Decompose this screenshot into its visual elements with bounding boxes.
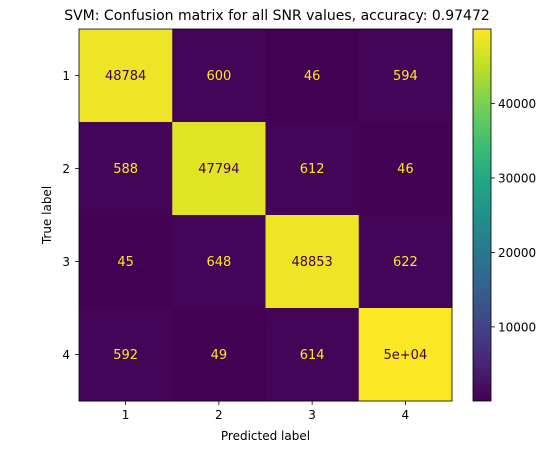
colorbar-tick-label: 20000 bbox=[498, 246, 536, 260]
cell-value-label: 5e+04 bbox=[384, 348, 428, 363]
heatmap-cell-labels: 48784 600 46 594 588 47794 612 46 45 648 48853 622 5… bbox=[105, 69, 427, 363]
cell-value-label: 49 bbox=[211, 348, 228, 363]
y-tick-label: 3 bbox=[62, 255, 70, 269]
heatmap-cell bbox=[358, 29, 453, 123]
x-tick-label: 4 bbox=[402, 408, 410, 422]
heatmap-cell bbox=[358, 122, 453, 216]
heatmap-cell bbox=[265, 29, 360, 123]
cell-value-label: 592 bbox=[113, 348, 138, 363]
x-axis-label: Predicted label bbox=[221, 429, 310, 443]
x-tick-label: 3 bbox=[308, 408, 316, 422]
y-tick-label: 1 bbox=[62, 69, 70, 83]
heatmap-cell bbox=[358, 308, 453, 402]
y-tick-label: 2 bbox=[62, 162, 70, 176]
y-axis-label: True label bbox=[40, 186, 54, 245]
cell-value-label: 47794 bbox=[198, 162, 239, 177]
cell-value-label: 48853 bbox=[291, 255, 332, 270]
heatmap-cell bbox=[79, 29, 173, 123]
x-tick-label: 2 bbox=[215, 408, 223, 422]
heatmap-cell bbox=[79, 215, 173, 309]
heatmap-cell bbox=[172, 308, 266, 402]
cell-value-label: 612 bbox=[300, 162, 325, 177]
y-tick-label: 4 bbox=[62, 348, 70, 362]
heatmap-cell bbox=[265, 215, 360, 309]
colorbar-ticks: 10000 20000 30000 40000 bbox=[491, 97, 536, 334]
cell-value-label: 588 bbox=[113, 162, 138, 177]
cell-value-label: 600 bbox=[206, 69, 231, 84]
x-axis-ticks: 1 2 3 4 bbox=[122, 401, 409, 422]
heatmap-cell bbox=[79, 122, 173, 216]
heatmap-cell bbox=[172, 215, 266, 309]
colorbar bbox=[472, 28, 492, 402]
colorbar-tick-label: 10000 bbox=[498, 320, 536, 334]
cell-value-label: 648 bbox=[206, 255, 231, 270]
cell-value-label: 48784 bbox=[105, 69, 146, 84]
heatmap-cells bbox=[79, 29, 453, 402]
cell-value-label: 614 bbox=[300, 348, 325, 363]
heatmap-cell bbox=[358, 215, 453, 309]
heatmap-cell bbox=[79, 308, 173, 402]
heatmap-cell bbox=[172, 122, 266, 216]
cell-value-label: 45 bbox=[117, 255, 134, 270]
cell-value-label: 594 bbox=[393, 69, 418, 84]
colorbar-tick-label: 30000 bbox=[498, 171, 536, 185]
heatmap-cell bbox=[265, 122, 360, 216]
y-axis-ticks: 1 2 3 4 bbox=[62, 69, 79, 362]
cell-value-label: 622 bbox=[393, 255, 418, 270]
plot-frame bbox=[78, 28, 453, 402]
colorbar-tick-label: 40000 bbox=[498, 97, 536, 111]
heatmap-cell bbox=[172, 29, 266, 123]
heatmap-cell bbox=[265, 308, 360, 402]
cell-value-label: 46 bbox=[304, 69, 321, 84]
cell-value-label: 46 bbox=[397, 162, 414, 177]
chart-title: SVM: Confusion matrix for all SNR values… bbox=[64, 8, 490, 24]
x-tick-label: 1 bbox=[122, 408, 130, 422]
